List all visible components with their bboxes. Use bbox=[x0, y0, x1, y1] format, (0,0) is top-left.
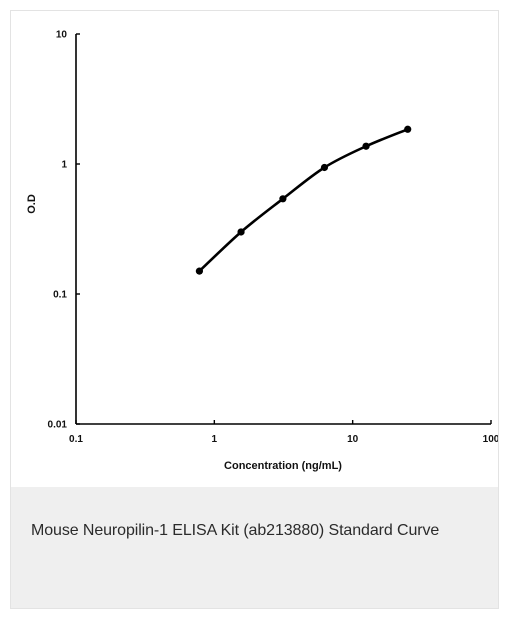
x-axis-ticks: 0.1 1 10 100 bbox=[69, 420, 498, 445]
x-tick-label: 0.1 bbox=[69, 434, 83, 445]
data-point bbox=[320, 163, 329, 172]
x-axis-title: Concentration (ng/mL) bbox=[224, 460, 342, 472]
data-point bbox=[404, 125, 412, 133]
plot-area bbox=[195, 125, 412, 275]
figure-caption-panel: Mouse Neuropilin-1 ELISA Kit (ab213880) … bbox=[11, 487, 498, 608]
y-tick-label: 0.1 bbox=[53, 290, 67, 301]
y-tick-label: 0.01 bbox=[48, 420, 68, 431]
data-point bbox=[195, 267, 204, 275]
figure-caption: Mouse Neuropilin-1 ELISA Kit (ab213880) … bbox=[31, 522, 440, 539]
y-axis-title: O.D bbox=[26, 194, 38, 214]
y-axis-ticks: 0.01 0.1 1 10 bbox=[48, 30, 80, 431]
x-tick-label: 100 bbox=[483, 434, 498, 445]
data-point bbox=[279, 195, 287, 203]
data-point bbox=[362, 142, 370, 150]
x-tick-label: 10 bbox=[347, 434, 359, 445]
series-line bbox=[198, 127, 410, 273]
x-tick-label: 1 bbox=[212, 434, 218, 445]
y-tick-label: 1 bbox=[61, 160, 67, 171]
x-axis: 0.1 1 10 100 Concentration (ng/mL) bbox=[69, 420, 498, 472]
y-axis: 0.01 0.1 1 10 O.D bbox=[26, 30, 80, 431]
data-point bbox=[237, 228, 245, 236]
y-tick-label: 10 bbox=[56, 30, 68, 41]
